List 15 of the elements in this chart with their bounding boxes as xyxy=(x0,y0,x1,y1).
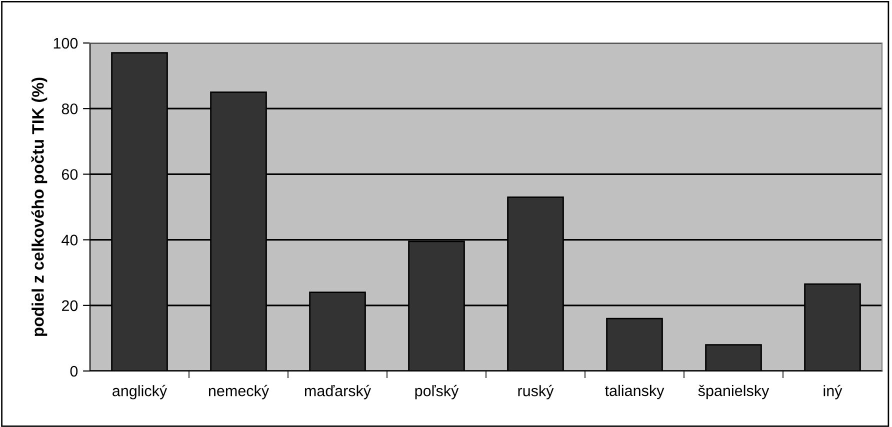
x-tick-label: anglický xyxy=(112,384,168,400)
x-tick-label: maďarský xyxy=(304,384,372,400)
x-tick-label: iný xyxy=(824,384,842,400)
x-tick-label: poľský xyxy=(415,384,459,400)
y-tick-label: 60 xyxy=(62,169,78,180)
x-tick-label: nemecký xyxy=(208,384,270,400)
y-tick-label: 80 xyxy=(62,103,78,114)
y-axis-title: podiel z celkového počtu TIK (%) xyxy=(31,78,48,336)
x-tick-label: ruský xyxy=(518,384,554,400)
x-tick-label: španielsky xyxy=(698,384,770,400)
x-tick-label: taliansky xyxy=(605,384,664,400)
y-tick-label: 20 xyxy=(62,300,78,312)
y-tick-label: 100 xyxy=(54,38,78,49)
y-tick-label: 40 xyxy=(62,234,78,246)
y-tick-label: 0 xyxy=(70,366,78,377)
